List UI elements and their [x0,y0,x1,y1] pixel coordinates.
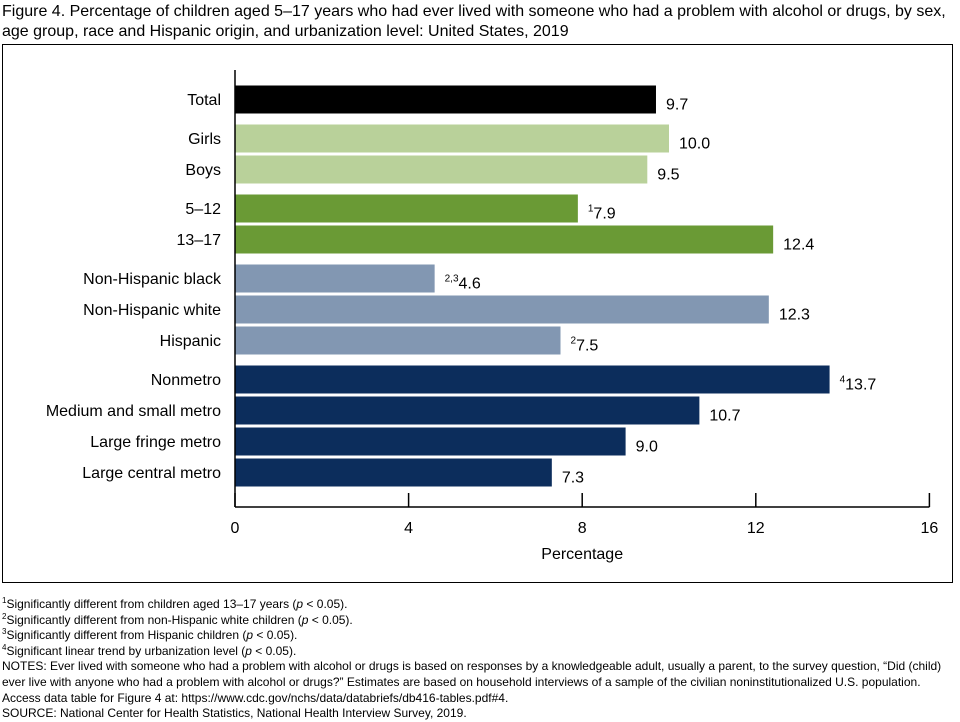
data-label: 17.9 [588,204,616,223]
footnote-2: 2Significantly different from non-Hispan… [2,611,353,627]
x-tick-label: 4 [404,520,413,537]
data-label: 9.7 [666,97,688,114]
category-label: Medium and small metro [46,403,221,420]
bar-9 [235,396,700,425]
category-label: Large central metro [82,465,221,482]
data-label: 9.5 [657,167,679,184]
category-label: Large fringe metro [90,434,221,451]
data-label: 7.3 [562,470,584,487]
bar-chart: Total 9.7 Girls 10.0 Boys 9.5 5–12 17.9 13–17 12.… [46,70,939,563]
footnote-marker: 1 [588,204,594,215]
category-label: 5–12 [185,201,221,218]
notes-text: NOTES: Ever lived with someone who had a… [2,659,942,705]
data-label: 2,34.6 [445,274,481,293]
bar-1 [235,124,669,153]
bar-8 [235,365,830,394]
category-label: Total [187,92,221,109]
source-text: SOURCE: National Center for Health Stati… [2,706,467,721]
x-tick-label: 0 [231,520,240,537]
footnote-marker: 2 [571,336,577,347]
category-label: Girls [188,131,221,148]
bar-3 [235,194,578,223]
category-label: Boys [185,162,221,179]
bar-0 [235,85,656,114]
footnote-4: 4Significant linear trend by urbanizatio… [2,642,297,658]
data-label: 413.7 [840,375,877,394]
data-label: 12.3 [779,307,810,324]
bar-10 [235,427,626,456]
footnote-3: 3Significantly different from Hispanic c… [2,627,298,643]
category-label: Non-Hispanic white [83,302,221,319]
x-tick-label: 8 [578,520,587,537]
bar-7 [235,326,561,355]
data-label: 27.5 [571,336,599,355]
x-tick-label: 12 [747,520,765,537]
x-axis-label: Percentage [541,546,623,563]
data-label: 10.0 [679,136,710,153]
data-label: 9.0 [636,439,658,456]
data-label: 10.7 [709,408,740,425]
chart-frame: Total 9.7 Girls 10.0 Boys 9.5 5–12 17.9 13–17 12.… [2,44,953,583]
footnote-marker: 2,3 [445,274,459,285]
category-label: Hispanic [160,333,221,350]
footnote-marker: 4 [840,375,846,386]
bar-11 [235,458,552,487]
bar-2 [235,155,648,184]
footnote-1: 1Significantly different from children a… [2,596,348,612]
bar-4 [235,225,774,254]
figure-title: Figure 4. Percentage of children aged 5–… [2,3,946,40]
category-label: 13–17 [177,232,222,249]
category-label: Non-Hispanic black [83,271,222,288]
bar-5 [235,264,435,293]
category-label: Nonmetro [151,372,221,389]
x-tick-label: 16 [921,520,939,537]
bar-6 [235,295,769,324]
footnotes: 1Significantly different from children a… [2,597,952,722]
data-label: 12.4 [783,237,814,254]
